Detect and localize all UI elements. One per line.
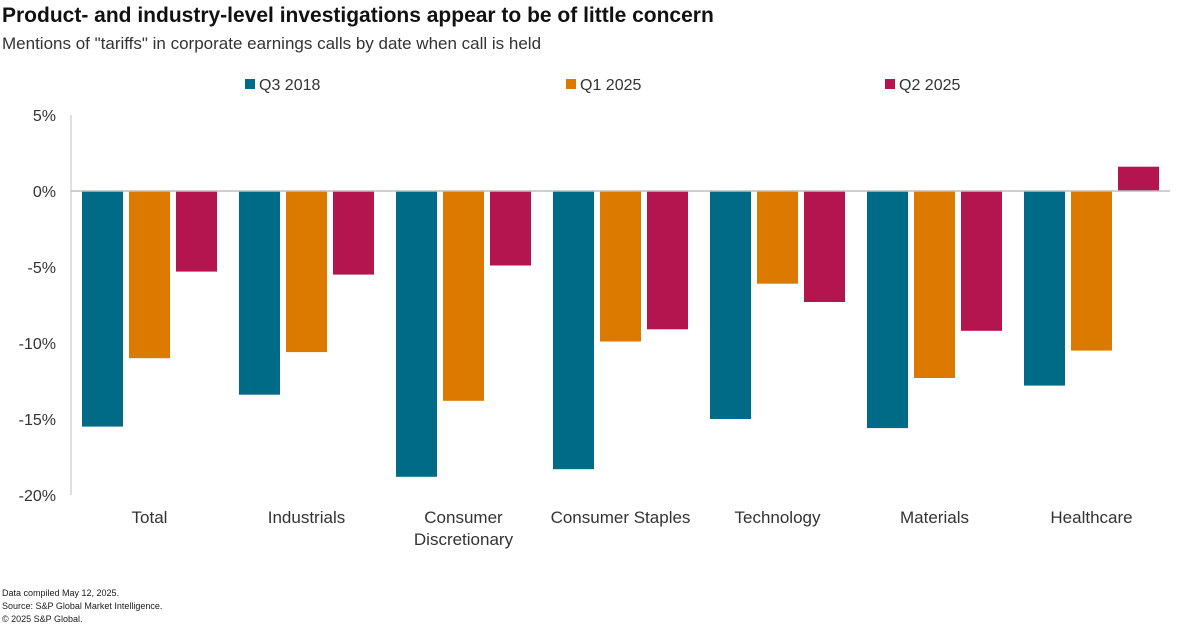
bar bbox=[396, 191, 437, 477]
bar bbox=[490, 191, 531, 266]
x-tick-label: Technology bbox=[734, 508, 821, 527]
bar bbox=[1024, 191, 1065, 386]
bar bbox=[1118, 166, 1159, 191]
legend-swatch bbox=[885, 79, 895, 89]
legend-swatch bbox=[245, 79, 255, 89]
bar bbox=[443, 191, 484, 401]
bar bbox=[333, 191, 374, 275]
chart-subtitle: Mentions of "tariffs" in corporate earni… bbox=[2, 34, 542, 53]
bar bbox=[1071, 191, 1112, 351]
bar bbox=[239, 191, 280, 395]
y-tick-label: -20% bbox=[19, 488, 56, 505]
bar bbox=[757, 191, 798, 284]
x-tick-label: Total bbox=[132, 508, 168, 527]
footnote-data-compiled: Data compiled May 12, 2025. bbox=[2, 588, 120, 598]
bar bbox=[914, 191, 955, 378]
y-tick-label: -10% bbox=[19, 336, 56, 353]
bar bbox=[129, 191, 170, 359]
legend-label: Q3 2018 bbox=[259, 77, 320, 94]
x-tick-label: Healthcare bbox=[1050, 508, 1132, 527]
bar bbox=[710, 191, 751, 419]
legend-swatch bbox=[566, 79, 576, 89]
y-tick-label: 0% bbox=[33, 184, 56, 201]
y-tick-label: -15% bbox=[19, 412, 56, 429]
footnote-copyright: © 2025 S&P Global. bbox=[2, 614, 83, 624]
legend-label: Q1 2025 bbox=[580, 77, 641, 94]
y-tick-label: -5% bbox=[28, 260, 56, 277]
x-tick-label: Consumer Staples bbox=[551, 508, 691, 527]
footnotes: Data compiled May 12, 2025. Source: S&P … bbox=[2, 587, 162, 626]
legend-label: Q2 2025 bbox=[899, 77, 960, 94]
bar bbox=[82, 191, 123, 427]
bar bbox=[600, 191, 641, 342]
y-tick-label: 5% bbox=[33, 108, 56, 125]
bar bbox=[176, 191, 217, 272]
footnote-source: Source: S&P Global Market Intelligence. bbox=[2, 601, 163, 611]
chart-title: Product- and industry-level investigatio… bbox=[2, 4, 714, 27]
bar bbox=[867, 191, 908, 429]
bar bbox=[804, 191, 845, 302]
x-tick-label: Materials bbox=[900, 508, 969, 527]
bar bbox=[961, 191, 1002, 331]
x-tick-label: Consumer bbox=[424, 508, 503, 527]
bar bbox=[647, 191, 688, 330]
bar bbox=[286, 191, 327, 353]
bar bbox=[553, 191, 594, 470]
x-tick-label: Industrials bbox=[268, 508, 345, 527]
x-tick-label: Discretionary bbox=[414, 530, 514, 549]
